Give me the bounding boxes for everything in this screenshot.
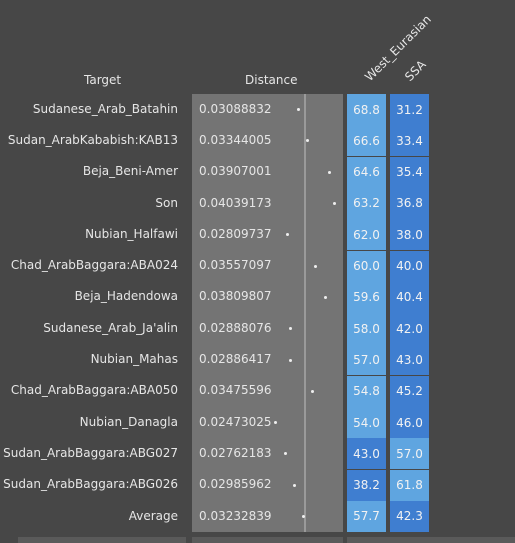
distance-value: 0.03232839 [199,508,272,523]
target-label: Sudanese_Arab_Batahin [32,101,178,116]
distance-value: 0.02888076 [199,320,272,335]
west-eurasian-cell: 66.6 [347,125,386,157]
ssa-cell: 38.0 [390,219,429,251]
distance-value: 0.03809807 [199,289,272,304]
west-eurasian-cell: 57.0 [347,344,386,376]
distance-panel [192,94,343,532]
target-label: Beja_Beni-Amer [82,164,178,179]
target-label: Beja_Hadendowa [74,289,178,304]
west-eurasian-cell: 54.0 [347,407,386,438]
distance-value: 0.02762183 [199,445,272,460]
ssa-cell: 40.0 [390,250,429,282]
west-eurasian-cell: 58.0 [347,313,386,345]
target-label: Sudan_ArabBaggara:ABG026 [3,477,178,492]
ssa-cell: 31.2 [390,94,429,125]
distance-value: 0.03088832 [199,101,272,116]
distance-value: 0.03907001 [199,164,272,179]
west-eurasian-cell: 54.8 [347,375,386,407]
distance-dot [302,515,306,519]
ssa-cell: 61.8 [390,469,429,501]
distance-dot [284,452,288,456]
west-eurasian-cell: 64.6 [347,156,386,188]
west-eurasian-cell: 59.6 [347,281,386,313]
bottom-scroll-segment[interactable] [347,537,515,543]
bottom-scroll-segment[interactable] [18,537,186,543]
ssa-cell: 42.3 [390,500,429,532]
distance-dot [273,421,277,425]
distance-dot [306,139,310,143]
distance-dot [292,483,296,487]
distance-dot [296,108,300,112]
west-eurasian-cell: 63.2 [347,187,386,219]
distance-dot [289,327,293,331]
ssa-cell: 40.4 [390,281,429,313]
target-label: Nubian_Halfawi [85,226,178,241]
target-column-header[interactable]: Target [84,73,122,87]
west-eurasian-cell: 43.0 [347,438,386,470]
distance-dot [332,202,336,206]
west-eurasian-cell: 62.0 [347,219,386,251]
distance-value: 0.02886417 [199,352,272,367]
west-eurasian-cell: 38.2 [347,469,386,501]
west-eurasian-cell: 57.7 [347,500,386,532]
distance-value: 0.04039173 [199,195,272,210]
distance-dot [311,389,315,393]
ssa-cell: 33.4 [390,125,429,157]
ssa-cell: 36.8 [390,187,429,219]
west-eurasian-column-header[interactable]: West_Eurasian [362,12,434,84]
distance-dot [323,295,327,299]
target-label: Chad_ArabBaggara:ABA050 [10,383,178,398]
west-eurasian-cell: 60.0 [347,250,386,282]
ssa-column-header[interactable]: SSA [402,57,429,84]
distance-value: 0.02985962 [199,477,272,492]
average-reference-line [304,94,306,532]
distance-dot [327,170,331,174]
ssa-cell: 45.2 [390,375,429,407]
ssa-cell: 46.0 [390,407,429,438]
target-label: Sudanese_Arab_Ja'alin [43,320,178,335]
ssa-cell: 57.0 [390,438,429,470]
ssa-cell: 42.0 [390,313,429,345]
distance-value: 0.02473025 [199,414,272,429]
ssa-cell: 43.0 [390,344,429,376]
distance-value: 0.03475596 [199,383,272,398]
distance-value: 0.02809737 [199,226,272,241]
distance-dot [286,233,290,237]
target-label: Chad_ArabBaggara:ABA024 [10,258,178,273]
ssa-cell: 35.4 [390,156,429,188]
target-label: Sudan_ArabKababish:KAB13 [7,132,178,147]
west-eurasian-cell: 68.8 [347,94,386,125]
distance-column-header[interactable]: Distance [245,73,298,87]
target-label: Nubian_Mahas [90,352,178,367]
target-label: Nubian_Danagla [79,414,178,429]
target-label: Son [155,195,178,210]
bottom-scroll-segment[interactable] [192,537,343,543]
average-row-label: Average [128,508,178,523]
distance-dot [314,264,318,268]
distance-dot [289,358,293,362]
distance-value: 0.03557097 [199,258,272,273]
distance-value: 0.03344005 [199,132,272,147]
target-label: Sudan_ArabBaggara:ABG027 [3,445,178,460]
